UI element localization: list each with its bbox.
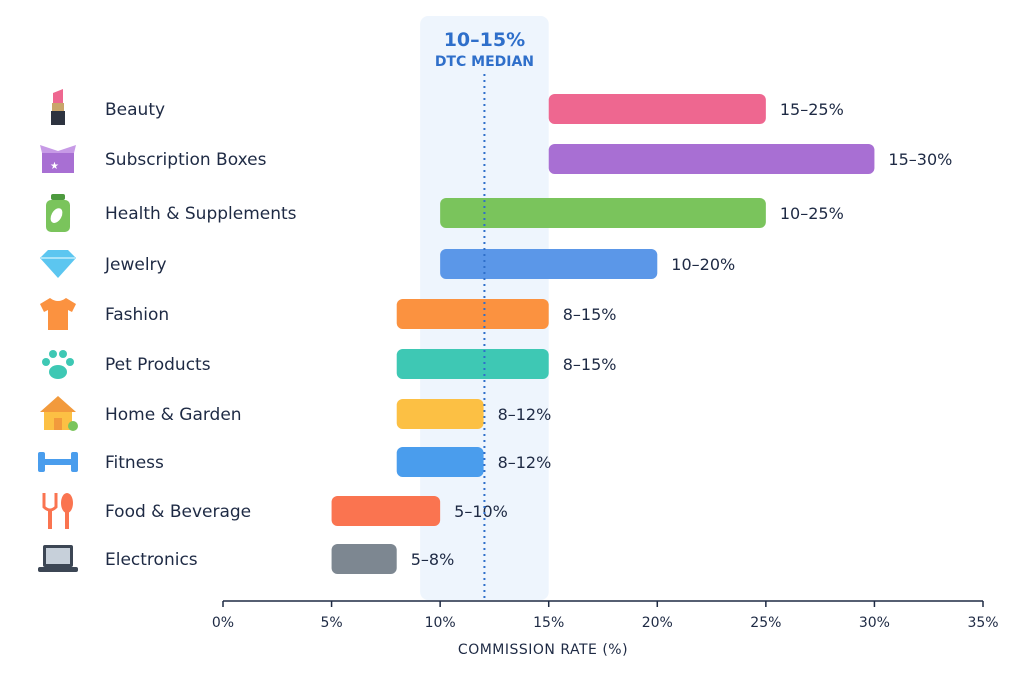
range-label: 5–10% bbox=[454, 502, 508, 521]
supplement-bottle-icon bbox=[46, 194, 70, 232]
diamond-icon bbox=[40, 250, 76, 278]
category-label: Home & Garden bbox=[105, 405, 242, 425]
dumbbell-icon bbox=[38, 452, 78, 472]
x-tick-label: 10% bbox=[425, 615, 456, 631]
category-label: Electronics bbox=[105, 550, 198, 570]
lipstick-icon bbox=[51, 89, 65, 125]
category-label: Subscription Boxes bbox=[105, 150, 267, 170]
median-sublabel: DTC MEDIAN bbox=[435, 54, 534, 70]
range-bar bbox=[396, 399, 484, 429]
range-label: 15–25% bbox=[780, 100, 844, 119]
range-bar bbox=[396, 349, 549, 379]
tshirt-icon bbox=[40, 298, 76, 330]
range-label: 10–25% bbox=[780, 204, 844, 223]
range-label: 8–15% bbox=[563, 305, 617, 324]
range-label: 8–15% bbox=[563, 355, 617, 374]
range-label: 15–30% bbox=[888, 150, 952, 169]
range-bar bbox=[331, 544, 397, 574]
category-label: Fashion bbox=[105, 305, 169, 325]
x-tick-label: 30% bbox=[859, 615, 890, 631]
range-bar bbox=[396, 447, 484, 477]
range-bar bbox=[548, 144, 875, 174]
category-label: Fitness bbox=[105, 453, 164, 473]
x-tick-label: 35% bbox=[967, 615, 998, 631]
laptop-icon bbox=[38, 545, 78, 572]
x-axis-title: COMMISSION RATE (%) bbox=[458, 642, 628, 658]
range-label: 5–8% bbox=[411, 550, 455, 569]
range-label: 8–12% bbox=[498, 453, 552, 472]
gift-box-icon: ★ bbox=[40, 145, 76, 173]
range-bar bbox=[548, 94, 766, 124]
range-label: 8–12% bbox=[498, 405, 552, 424]
svg-text:★: ★ bbox=[50, 161, 59, 172]
range-label: 10–20% bbox=[671, 255, 735, 274]
fork-spoon-icon bbox=[42, 493, 73, 529]
range-bar bbox=[440, 198, 766, 228]
house-icon bbox=[40, 396, 78, 431]
range-bar bbox=[396, 299, 549, 329]
range-bar bbox=[331, 496, 441, 526]
paw-icon bbox=[42, 350, 74, 379]
x-tick-label: 20% bbox=[642, 615, 673, 631]
x-tick-label: 5% bbox=[320, 615, 342, 631]
x-tick-label: 25% bbox=[750, 615, 781, 631]
range-bar bbox=[440, 249, 658, 279]
category-label: Beauty bbox=[105, 100, 165, 120]
category-label: Food & Beverage bbox=[105, 502, 251, 522]
x-tick-label: 0% bbox=[212, 615, 234, 631]
category-label: Health & Supplements bbox=[105, 204, 297, 224]
category-label: Pet Products bbox=[105, 355, 211, 375]
median-label: 10–15% bbox=[444, 29, 525, 51]
category-label: Jewelry bbox=[104, 255, 167, 275]
x-tick-label: 15% bbox=[533, 615, 564, 631]
